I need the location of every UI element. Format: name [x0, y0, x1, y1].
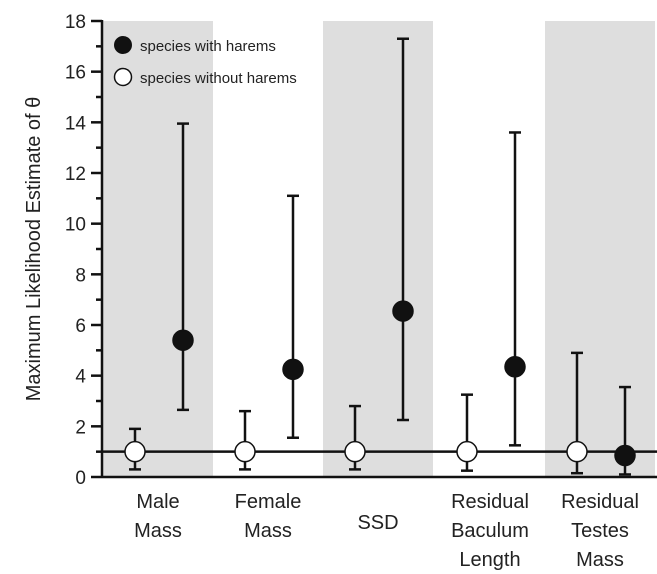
- y-tick-label: 0: [75, 468, 86, 489]
- x-category-label: Male Mass: [134, 491, 182, 542]
- x-category-label: SSD: [357, 512, 398, 534]
- y-tick-label: 6: [75, 316, 86, 337]
- y-tick-label: 4: [75, 367, 86, 388]
- x-category-label: Residual Testes Mass: [561, 491, 639, 571]
- y-tick-label: 2: [75, 417, 86, 438]
- data-point-no-harems: [234, 440, 256, 463]
- x-axis: Male Mass Female Mass SSD Residual Baculum Leng…: [102, 475, 657, 571]
- data-point-harems: [614, 444, 636, 467]
- y-axis: 0 2 4 6 8 10 12 14 16 18: [65, 12, 104, 489]
- data-point-harems: [392, 300, 414, 322]
- category-band: [103, 21, 213, 477]
- y-tick-label: 10: [65, 215, 86, 236]
- category-bands: [103, 21, 655, 477]
- y-axis-title: Maximum Likelihood Estimate of θ: [23, 97, 45, 402]
- category-band: [545, 21, 655, 477]
- category-band: [323, 21, 433, 477]
- y-tick-label: 16: [65, 63, 86, 84]
- legend: species with harems species without hare…: [113, 36, 297, 87]
- series-layer: [124, 37, 636, 476]
- y-tick-label: 14: [65, 113, 87, 134]
- y-tick-label: 12: [65, 164, 86, 185]
- data-point-no-harems: [124, 440, 146, 463]
- y-tick-label: 8: [75, 265, 86, 286]
- data-point-harems: [282, 358, 304, 381]
- data-point-no-harems: [344, 440, 366, 463]
- data-point-no-harems: [456, 440, 478, 463]
- legend-label-no-harems: species without harems: [140, 70, 297, 87]
- data-point-no-harems: [566, 440, 588, 463]
- legend-marker-no-harems: [113, 67, 133, 87]
- legend-marker-harems: [114, 36, 132, 54]
- x-category-label: Female Mass: [235, 491, 302, 542]
- data-point-harems: [172, 329, 194, 351]
- x-category-label: Residual Baculum Length: [451, 491, 529, 571]
- data-point-harems: [504, 356, 526, 378]
- legend-label-harems: species with harems: [140, 38, 276, 55]
- y-tick-label: 18: [65, 12, 86, 33]
